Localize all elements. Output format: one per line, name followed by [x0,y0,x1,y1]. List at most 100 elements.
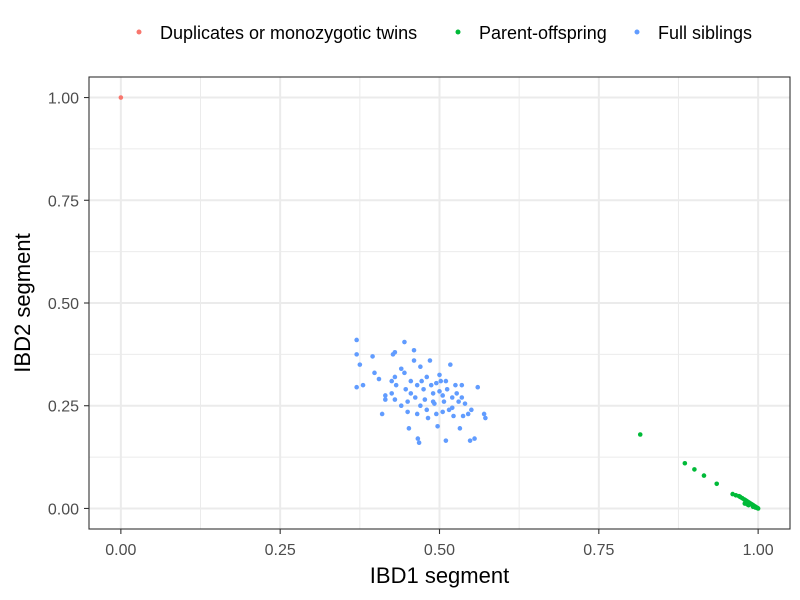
x-axis-title: IBD1 segment [370,563,509,588]
point-full-siblings [428,382,434,388]
point-parent-offspring [753,505,758,510]
legend-label-parent-offspring: Parent-offspring [479,23,607,43]
point-full-siblings [444,386,450,392]
point-full-siblings [357,362,363,367]
x-tick-label: 0.00 [105,542,136,559]
y-axis-ticks: 0.00 0.25 0.50 0.75 1.00 [48,91,89,518]
legend-key-duplicates-or-monozygotic-twins [136,29,142,35]
point-full-siblings [389,391,395,396]
point-full-siblings [354,337,359,343]
y-tick-label: 0.75 [48,193,79,210]
point-full-siblings [418,403,423,409]
point-full-siblings [360,382,366,388]
x-tick-label: 1.00 [743,542,774,559]
legend-label-full-siblings: Full siblings [658,23,752,43]
point-full-siblings [481,411,487,417]
point-full-siblings [408,391,414,396]
point-full-siblings [398,366,404,372]
point-full-siblings [454,391,460,396]
point-full-siblings [393,382,399,388]
point-full-siblings [392,350,398,355]
point-full-siblings [449,405,455,411]
point-full-siblings [398,403,404,409]
point-full-siblings [418,364,423,369]
point-full-siblings [383,397,388,402]
x-axis-ticks: 0.00 0.25 0.50 0.75 1.00 [105,529,774,559]
point-full-siblings [460,413,466,419]
point-full-siblings [402,370,407,376]
point-parent-offspring [745,502,750,507]
point-full-siblings [354,384,359,390]
point-full-siblings [462,401,468,406]
legend-key-parent-offspring [455,29,461,35]
point-full-siblings [416,440,422,446]
legend-key-full-siblings [634,29,640,35]
point-full-siblings [424,407,430,413]
point-full-siblings [440,393,445,398]
point-full-siblings [411,347,417,353]
point-full-siblings [434,380,439,386]
legend-label-duplicates-or-monozygotic-twins: Duplicates or monozygotic twins [160,23,417,43]
point-full-siblings [430,399,436,404]
point-parent-offspring [637,432,643,437]
point-full-siblings [441,399,447,404]
point-full-siblings [405,409,410,415]
point-parent-offspring [714,481,720,487]
point-full-siblings [459,382,465,388]
point-full-siblings [467,438,473,443]
point-full-siblings [392,397,398,402]
point-full-siblings [469,407,474,413]
point-full-siblings [370,354,375,359]
point-full-siblings [443,378,449,384]
point-full-siblings [383,393,388,398]
point-full-siblings [425,415,431,421]
point-full-siblings [443,438,449,443]
point-full-siblings [414,382,420,388]
point-full-siblings [427,358,433,363]
point-full-siblings [376,376,382,382]
scatter-points [118,95,761,511]
point-full-siblings [411,358,417,363]
point-full-siblings [459,395,465,400]
point-full-siblings [438,378,444,384]
point-full-siblings [403,386,409,392]
point-full-siblings [414,411,420,417]
point-full-siblings [430,391,436,396]
point-duplicates-or-monozygotic-twins [118,95,124,100]
point-full-siblings [465,411,471,417]
point-full-siblings [424,374,430,380]
point-full-siblings [475,384,481,390]
point-full-siblings [472,436,477,441]
x-tick-label: 0.50 [424,542,455,559]
point-full-siblings [379,411,385,417]
point-full-siblings [456,399,461,404]
point-full-siblings [405,399,410,404]
point-full-siblings [448,362,453,367]
point-full-siblings [392,374,398,380]
y-tick-label: 0.50 [48,296,79,313]
point-full-siblings [408,378,414,384]
point-full-siblings [435,423,440,429]
point-full-siblings [451,413,456,419]
point-parent-offspring [692,467,697,472]
legend: Duplicates or monozygotic twins Parent-of… [136,23,752,43]
point-full-siblings [421,386,426,392]
point-full-siblings [437,372,442,378]
point-full-siblings [372,370,377,376]
x-tick-label: 0.75 [583,542,614,559]
x-tick-label: 0.25 [265,542,296,559]
point-full-siblings [354,352,359,357]
y-tick-label: 1.00 [48,91,79,108]
point-full-siblings [419,378,424,384]
point-parent-offspring [682,460,688,466]
point-full-siblings [453,382,458,388]
point-full-siblings [406,426,412,431]
point-full-siblings [412,395,418,400]
point-full-siblings [415,436,421,441]
y-tick-label: 0.00 [48,501,79,518]
point-parent-offspring [701,473,707,478]
point-full-siblings [457,426,463,431]
y-axis-title: IBD2 segment [10,233,35,372]
major-gridlines [89,77,790,529]
